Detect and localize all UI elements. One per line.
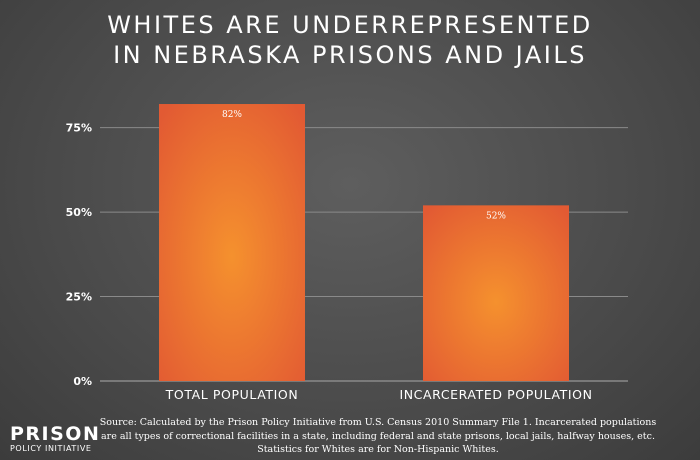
y-tick-label: 25% — [66, 291, 92, 304]
y-tick-label: 75% — [66, 122, 92, 135]
x-category-label: TOTAL POPULATION — [165, 387, 299, 402]
source-line-1: Source: Calculated by the Prison Policy … — [99, 417, 657, 428]
bar-value-label: 82% — [222, 110, 242, 120]
bar-1 — [159, 104, 305, 382]
logo-sub-text: POLICY INITIATIVE — [10, 444, 92, 453]
chart-title-line-2: IN NEBRASKA PRISONS AND JAILS — [113, 41, 587, 69]
prison-policy-logo: PRISON POLICY INITIATIVE — [10, 424, 100, 454]
source-line-2: are all types of correctional facilities… — [101, 430, 655, 442]
logo-main-text: PRISON — [10, 423, 101, 445]
source-note: Source: Calculated by the Prison Policy … — [78, 416, 678, 457]
y-tick-label: 0% — [73, 375, 92, 388]
chart-title: WHITES ARE UNDERREPRESENTED IN NEBRASKA … — [0, 10, 700, 70]
bar-value-label: 52% — [486, 211, 506, 221]
bar-2 — [423, 205, 569, 381]
y-tick-label: 50% — [66, 206, 92, 219]
chart-title-line-1: WHITES ARE UNDERREPRESENTED — [107, 11, 593, 39]
source-line-3: Statistics for Whites are for Non-Hispan… — [257, 444, 499, 455]
x-category-label: INCARCERATED POPULATION — [399, 387, 592, 402]
